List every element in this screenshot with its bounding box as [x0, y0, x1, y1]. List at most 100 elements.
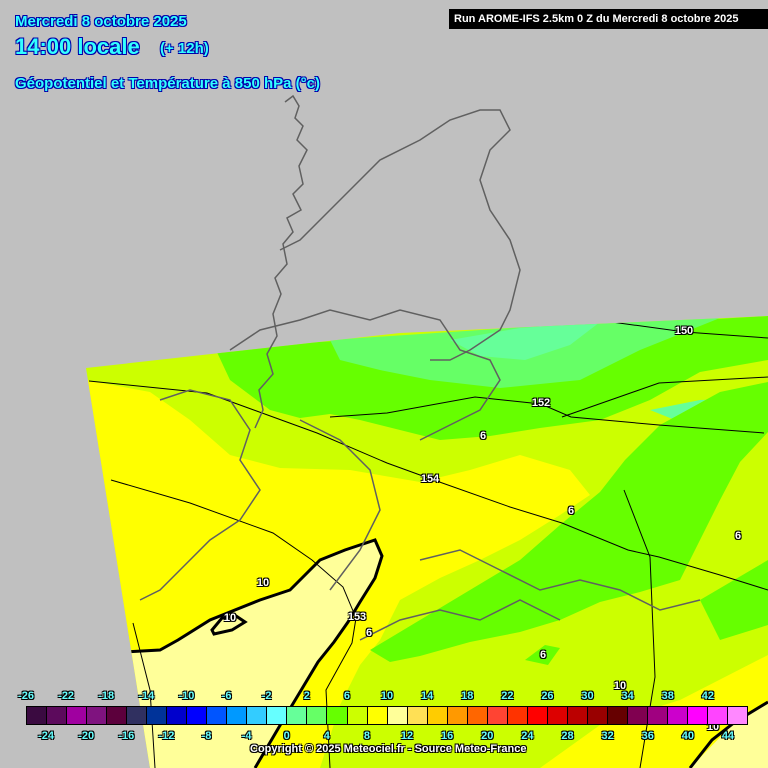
contour-label-isotherm-6: 6: [365, 627, 373, 639]
contour-label-geopotential-150: 150: [674, 325, 694, 337]
temperature-field: [86, 316, 768, 768]
legend-label-bottom: 8: [363, 730, 370, 742]
contour-label-isotherm-6: 6: [479, 430, 487, 442]
contour-label-isotherm-6: 6: [734, 530, 742, 542]
legend-label-bottom: 0: [283, 730, 290, 742]
legend-label-bottom: 36: [641, 730, 654, 742]
legend-label-top: -6: [221, 690, 232, 702]
legend-swatch: [607, 707, 628, 724]
legend-swatch: [668, 707, 689, 724]
legend-label-top: 26: [541, 690, 554, 702]
legend-label-bottom: -24: [38, 730, 54, 742]
legend-swatch: [467, 707, 488, 724]
run-info: Run AROME-IFS 2.5km 0 Z du Mercredi 8 oc…: [449, 9, 768, 29]
legend-label-bottom: 20: [481, 730, 494, 742]
legend-label-bottom: -4: [241, 730, 252, 742]
contour-label-isotherm-10: 10: [223, 612, 237, 624]
legend-label-bottom: 40: [681, 730, 694, 742]
legend-swatch: [547, 707, 568, 724]
legend-swatch: [127, 707, 148, 724]
contour-label-isotherm-6: 6: [539, 649, 547, 661]
legend-swatch: [507, 707, 528, 724]
legend-swatch: [247, 707, 268, 724]
legend-label-bottom: -8: [201, 730, 212, 742]
legend-label-bottom: 44: [721, 730, 735, 742]
legend-label-top: 2: [303, 690, 310, 702]
legend-swatch: [527, 707, 548, 724]
legend-swatch: [327, 707, 348, 724]
legend-color-bar: [26, 706, 748, 725]
legend-swatch: [147, 707, 168, 724]
legend-swatch: [227, 707, 248, 724]
legend-label-top: 6: [343, 690, 350, 702]
contour-label-geopotential-153: 153: [347, 611, 367, 623]
legend-label-top: -10: [178, 690, 195, 702]
legend-swatch: [267, 707, 288, 724]
legend-swatch: [87, 707, 108, 724]
legend-swatch: [487, 707, 508, 724]
coastlines: [139, 94, 701, 641]
legend-label-top: 30: [581, 690, 594, 702]
legend-label-top: 42: [701, 690, 714, 702]
legend-swatch: [407, 707, 428, 724]
legend-label-top: -18: [98, 690, 115, 702]
legend-label-top: 38: [661, 690, 674, 702]
legend-label-bottom: 12: [400, 730, 414, 742]
legend-label-top: -14: [138, 690, 155, 702]
legend-label-bottom: -20: [78, 730, 95, 742]
legend-swatch: [27, 707, 48, 724]
legend-swatch: [427, 707, 448, 724]
contour-label-isotherm-6: 6: [567, 505, 575, 517]
light-yellow-zone-se: [690, 702, 768, 768]
legend-swatch: [287, 707, 308, 724]
legend-label-top: 10: [380, 690, 394, 702]
legend-swatch: [708, 707, 729, 724]
legend-swatch: [728, 707, 748, 724]
legend-label-top: -22: [58, 690, 75, 702]
legend-swatch: [107, 707, 128, 724]
green-band: [370, 382, 768, 662]
forecast-date: Mercredi 8 octobre 2025: [15, 13, 187, 30]
legend-label-bottom: 4: [323, 730, 330, 742]
parameter-title: Géopotentiel et Température à 850 hPa (°…: [15, 75, 320, 92]
legend-label-top: 34: [621, 690, 634, 702]
legend-label-bottom: -12: [158, 730, 175, 742]
legend-swatch: [627, 707, 648, 724]
legend-swatch: [447, 707, 468, 724]
legend-swatch: [347, 707, 368, 724]
legend-swatch: [587, 707, 608, 724]
contour-label-geopotential-152: 152: [531, 397, 551, 409]
legend-label-bottom: 16: [441, 730, 454, 742]
legend-label-bottom: 24: [521, 730, 534, 742]
legend-label-top: 18: [461, 690, 474, 702]
legend-swatch: [47, 707, 68, 724]
legend-label-bottom: 32: [601, 730, 614, 742]
legend-swatch: [567, 707, 588, 724]
contour-label-isotherm-10: 10: [256, 577, 270, 589]
contour-label-isotherm-10: 10: [613, 680, 627, 692]
forecast-lead-time: (+ 12h): [160, 40, 209, 57]
legend-label-top: -26: [18, 690, 34, 702]
legend-swatch: [187, 707, 208, 724]
legend-label-top: 14: [420, 690, 434, 702]
legend-swatch: [167, 707, 188, 724]
legend-swatch: [207, 707, 228, 724]
legend-label-bottom: 28: [561, 730, 574, 742]
legend-label-bottom: -16: [118, 730, 135, 742]
legend-swatch: [367, 707, 388, 724]
legend-swatch: [67, 707, 88, 724]
legend-label-top: -2: [261, 690, 272, 702]
copyright: Copyright © 2025 Meteociel.fr - Source M…: [250, 743, 527, 755]
green-north-cyan: [450, 322, 600, 360]
legend-label-top: 22: [501, 690, 514, 702]
isotherm-10-line: [124, 538, 384, 768]
green-south: [525, 645, 560, 665]
green-east: [700, 560, 768, 640]
forecast-time: 14:00 locale: [15, 34, 140, 59]
contour-label-geopotential-154: 154: [420, 473, 440, 485]
legend-swatch: [647, 707, 668, 724]
legend-swatch: [387, 707, 408, 724]
legend-swatch: [307, 707, 328, 724]
legend-swatch: [688, 707, 709, 724]
